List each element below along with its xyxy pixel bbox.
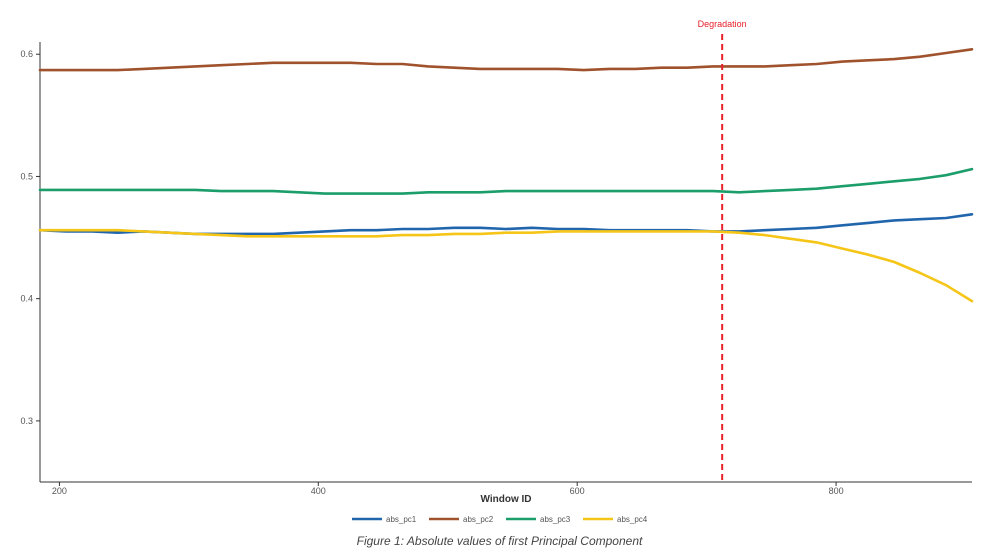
y-tick-label: 0.4 <box>20 294 33 304</box>
series-line-abs_pc2 <box>38 47 974 72</box>
figure-caption: Figure 1: Absolute values of first Princ… <box>356 534 643 548</box>
x-axis: 200 400 600 800 <box>40 481 972 496</box>
degradation-label: Degradation <box>698 19 747 29</box>
annotation-layer: Degradation <box>698 19 747 482</box>
y-tick-label: 0.3 <box>20 416 33 426</box>
series-line-abs_pc1 <box>38 213 974 236</box>
x-tick-label: 200 <box>52 486 67 496</box>
line-chart: 0.3 0.4 0.5 0.6 200 400 600 800 Window ID Degr… <box>20 19 974 524</box>
x-tick-label: 400 <box>311 486 326 496</box>
x-tick-label: 800 <box>829 486 844 496</box>
legend-item-abs_pc2: abs_pc2 <box>429 515 494 524</box>
series-line-abs_pc4 <box>38 228 974 303</box>
legend: abs_pc1 abs_pc2 abs_pc3 abs_pc4 <box>352 515 648 524</box>
legend-item-abs_pc1: abs_pc1 <box>352 515 417 524</box>
x-axis-title: Window ID <box>480 494 531 505</box>
legend-item-abs_pc3: abs_pc3 <box>506 515 571 524</box>
legend-label: abs_pc3 <box>540 515 571 524</box>
y-axis: 0.3 0.4 0.5 0.6 <box>20 42 41 482</box>
series-line-abs_pc3 <box>38 167 974 195</box>
y-tick-label: 0.5 <box>20 171 33 181</box>
y-tick-label: 0.6 <box>20 49 33 59</box>
legend-label: abs_pc2 <box>463 515 494 524</box>
legend-item-abs_pc4: abs_pc4 <box>583 515 648 524</box>
series-layer <box>38 47 974 303</box>
x-tick-label: 600 <box>570 486 585 496</box>
legend-label: abs_pc1 <box>386 515 417 524</box>
legend-label: abs_pc4 <box>617 515 648 524</box>
